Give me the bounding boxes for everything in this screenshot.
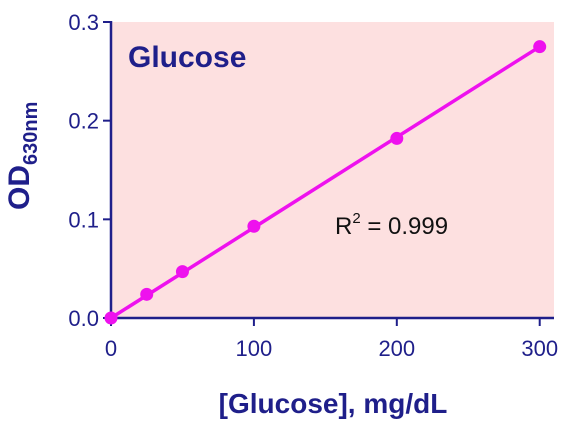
series-group xyxy=(104,40,547,325)
r-squared-base: R xyxy=(335,213,352,240)
y-axis-title: OD630nm xyxy=(3,102,42,210)
y-tick-label: 0.1 xyxy=(68,207,99,232)
y-tick-label: 0.0 xyxy=(68,306,99,331)
r-squared-value: = 0.999 xyxy=(361,213,448,240)
r-squared-annotation: R2 = 0.999 xyxy=(335,210,448,240)
ticks: 0 100 200 300 0.0 0.1 0.2 0.3 xyxy=(68,10,558,361)
data-point xyxy=(104,311,118,325)
data-point xyxy=(175,265,189,279)
x-tick-label: 0 xyxy=(105,336,117,361)
data-point xyxy=(533,40,547,54)
x-tick-label: 300 xyxy=(521,336,558,361)
axes xyxy=(109,21,554,320)
r-squared-superscript: 2 xyxy=(352,210,360,227)
data-point xyxy=(140,287,154,301)
y-axis-title-main: OD xyxy=(3,165,36,210)
chart-title: Glucose xyxy=(128,41,246,74)
y-axis-title-subscript: 630nm xyxy=(20,102,42,165)
data-point xyxy=(390,131,404,145)
y-tick-label: 0.3 xyxy=(68,10,99,35)
y-tick-label: 0.2 xyxy=(68,109,99,134)
data-point xyxy=(247,219,261,233)
x-tick-label: 200 xyxy=(378,336,415,361)
x-axis-title: [Glucose], mg/dL xyxy=(219,388,448,419)
x-tick-label: 100 xyxy=(236,336,273,361)
